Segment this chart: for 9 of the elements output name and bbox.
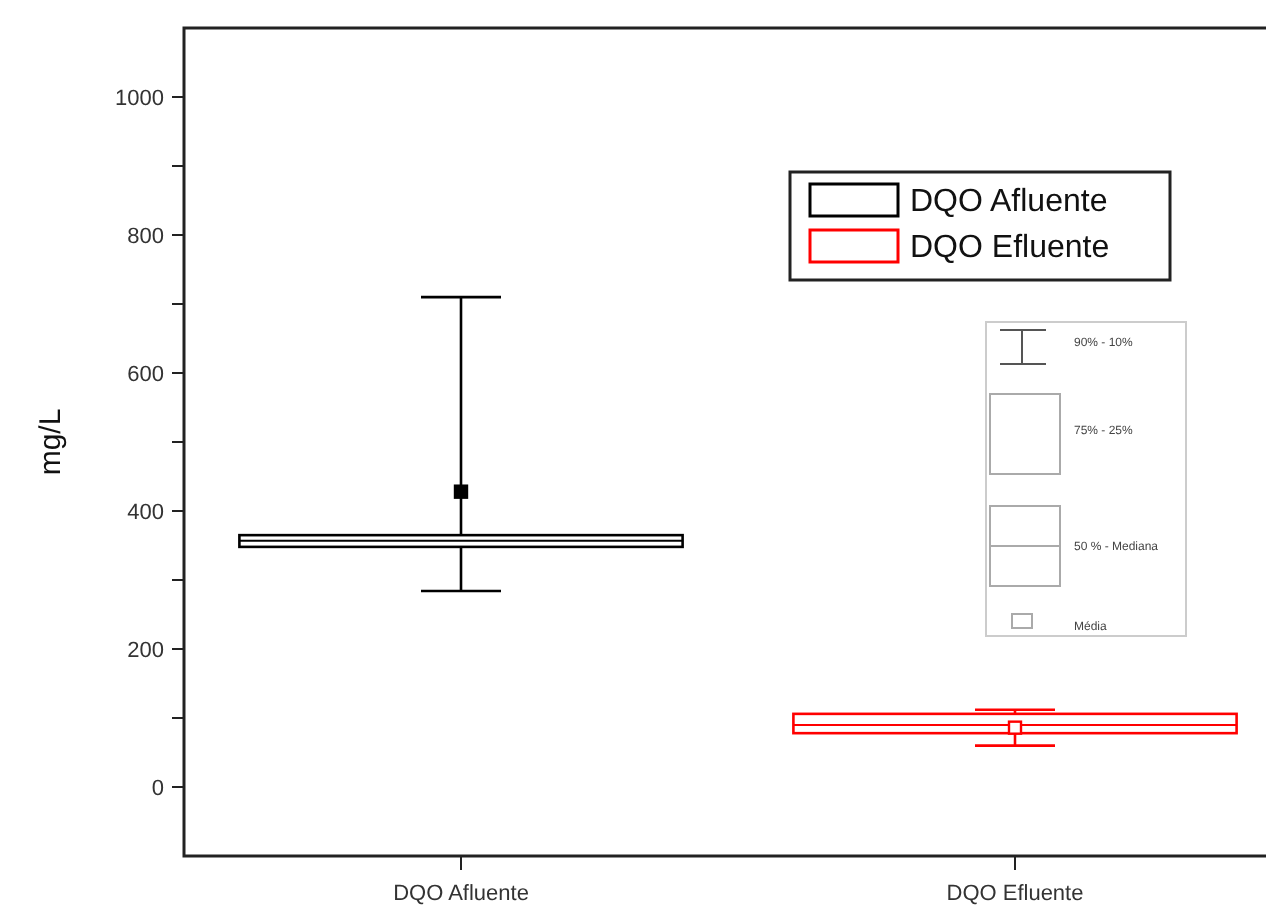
- legend-label: DQO Efluente: [910, 231, 1110, 266]
- y-axis-title: mg/L: [34, 408, 68, 476]
- y-tick-label: 800: [127, 224, 164, 249]
- y-tick-label: 600: [127, 362, 164, 387]
- legend-label: DQO Afluente: [910, 185, 1108, 220]
- y-tick-label: 1000: [115, 86, 164, 111]
- y-tick-label: 200: [127, 638, 164, 663]
- y-tick-label: 400: [127, 500, 164, 525]
- y-tick-label: 0: [151, 776, 164, 801]
